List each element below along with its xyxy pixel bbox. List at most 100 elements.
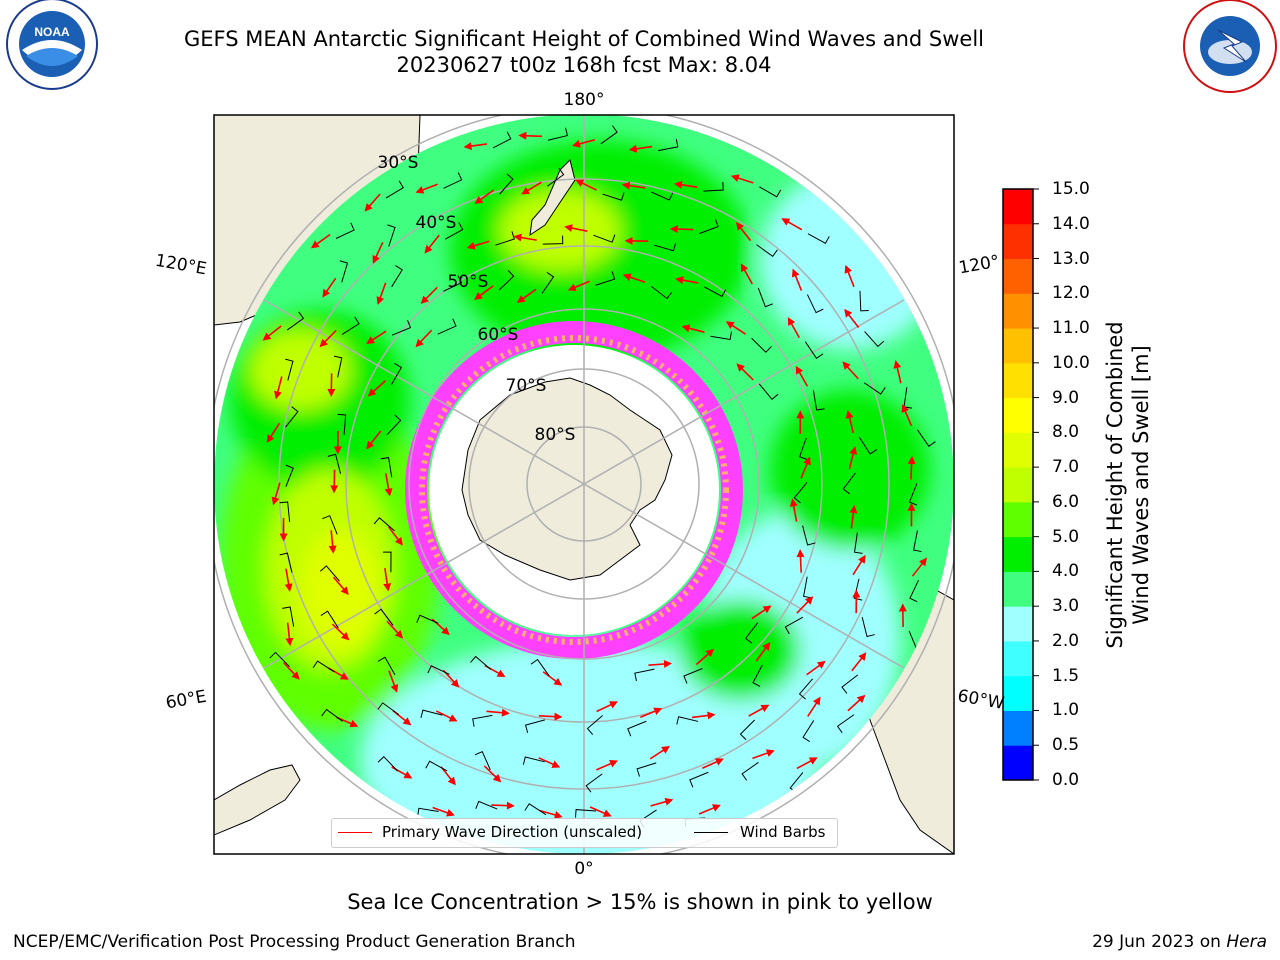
colorbar-border	[1002, 188, 1034, 781]
wind-barb	[470, 655, 492, 670]
wave-direction-arrow	[851, 652, 867, 672]
wave-direction-arrow	[285, 622, 294, 647]
wind-barb	[383, 551, 392, 573]
wind-barb	[333, 355, 343, 378]
wave-direction-arrow	[755, 641, 771, 662]
wave-direction-arrow	[415, 183, 438, 194]
wind-barb	[683, 668, 703, 684]
wind-barb	[542, 235, 564, 245]
wind-barb	[322, 515, 338, 535]
noaa-logo: NOAA	[6, 0, 98, 90]
wind-barb	[444, 222, 464, 240]
wind-barb	[319, 565, 340, 582]
wind-barb	[689, 771, 709, 788]
wave-direction-arrow	[366, 330, 387, 344]
wind-barb	[427, 665, 450, 675]
colorbar-tick-label: 1.5	[1052, 665, 1080, 686]
colorbar-tick-label: 10.0	[1052, 352, 1090, 373]
wave-direction-arrow	[796, 549, 805, 573]
wind-barb	[703, 181, 724, 192]
wave-direction-arrow	[366, 430, 382, 450]
wave-direction-arrow	[424, 234, 440, 254]
wind-barb	[386, 414, 402, 436]
colorbar-band	[1003, 258, 1033, 294]
wave-direction-arrow	[387, 526, 403, 546]
wave-direction-arrow	[376, 282, 387, 305]
wind-barb	[286, 311, 305, 331]
footer-date-text: 29 Jun 2023 on	[1092, 932, 1221, 952]
wind-barb	[757, 287, 774, 308]
wind-barb	[547, 167, 565, 187]
colorbar-band	[1003, 223, 1033, 260]
colorbar-band	[1003, 501, 1033, 538]
wave-direction-arrow	[736, 363, 754, 381]
wind-barb	[913, 530, 922, 553]
wind-barb	[391, 265, 403, 288]
wind-barb	[327, 453, 342, 474]
lon-label-0: 0°	[574, 859, 593, 879]
chart-title: GEFS MEAN Antarctic Significant Height o…	[183, 27, 985, 51]
wave-direction-arrow	[491, 801, 515, 810]
colorbar-label-line2: Wind Waves and Swell [m]	[1129, 345, 1153, 625]
wind-barb	[758, 383, 779, 400]
colorbar-tick-label: 15.0	[1052, 179, 1090, 199]
wave-direction-arrow	[681, 324, 705, 333]
wave-direction-arrow	[384, 473, 393, 497]
wave-direction-arrow	[752, 749, 775, 760]
wind-barb	[751, 337, 772, 353]
wind-barb	[806, 294, 824, 314]
colorbar-tick-label: 13.0	[1052, 248, 1090, 269]
wave-direction-arrow	[518, 131, 543, 140]
wave-direction-arrow	[332, 576, 349, 596]
wave-direction-arrow	[695, 648, 715, 666]
wave-direction-arrow	[486, 708, 510, 717]
wind-barb	[377, 656, 396, 675]
wave-direction-arrow	[596, 701, 618, 713]
wind-barb	[420, 709, 443, 718]
wind-barb	[282, 606, 295, 627]
wave-direction-arrow	[628, 144, 653, 153]
wind-barb	[744, 622, 759, 644]
wave-direction-legend-line	[338, 832, 372, 833]
wind-barb	[443, 172, 463, 189]
wave-direction-arrow	[806, 660, 826, 676]
wind-barb	[636, 762, 657, 777]
wind-barb	[798, 678, 813, 700]
wave-direction-arrow	[907, 455, 916, 480]
chart-subtitle: 20230627 t00z 168h fcst Max: 8.04	[396, 53, 772, 77]
wind-barb	[320, 610, 339, 629]
wind-barb	[836, 714, 855, 734]
lat-label-70s: 70°S	[506, 376, 547, 396]
wave-direction-arrow	[319, 329, 337, 348]
wave-direction-arrow	[440, 766, 456, 786]
wind-barb	[853, 532, 863, 554]
wind-barb	[593, 234, 616, 243]
wave-direction-arrow	[274, 376, 283, 400]
colorbar-tick-label: 6.0	[1052, 491, 1080, 512]
wave-direction-arrow	[564, 224, 588, 232]
wind-barb	[279, 552, 293, 573]
colorbar-tick-label: 1.0	[1052, 700, 1080, 721]
wind-barb	[861, 616, 875, 638]
wind-barb	[627, 720, 647, 737]
wind-barb	[704, 286, 727, 298]
wave-direction-arrow	[575, 179, 597, 191]
colorbar-band	[1003, 362, 1033, 399]
wave-direction-arrow	[516, 288, 537, 303]
wind-barb	[474, 750, 491, 771]
colorbar-label-line1: Significant Height of Combined	[1103, 321, 1127, 649]
wave-direction-arrow	[795, 365, 809, 387]
wave-direction-arrow	[322, 277, 337, 298]
wave-direction-arrow	[796, 757, 818, 770]
wave-direction-arrow	[748, 704, 770, 717]
wind-barb	[417, 807, 439, 817]
wave-direction-arrow	[848, 446, 858, 470]
wind-barb-legend-label: Wind Barbs	[740, 823, 826, 841]
wave-direction-arrow	[622, 273, 646, 284]
wind-barb	[524, 719, 545, 733]
wind-barb	[377, 702, 400, 716]
wind-barb	[285, 406, 299, 428]
colorbar-band	[1003, 328, 1033, 364]
wind-barb	[585, 773, 603, 793]
